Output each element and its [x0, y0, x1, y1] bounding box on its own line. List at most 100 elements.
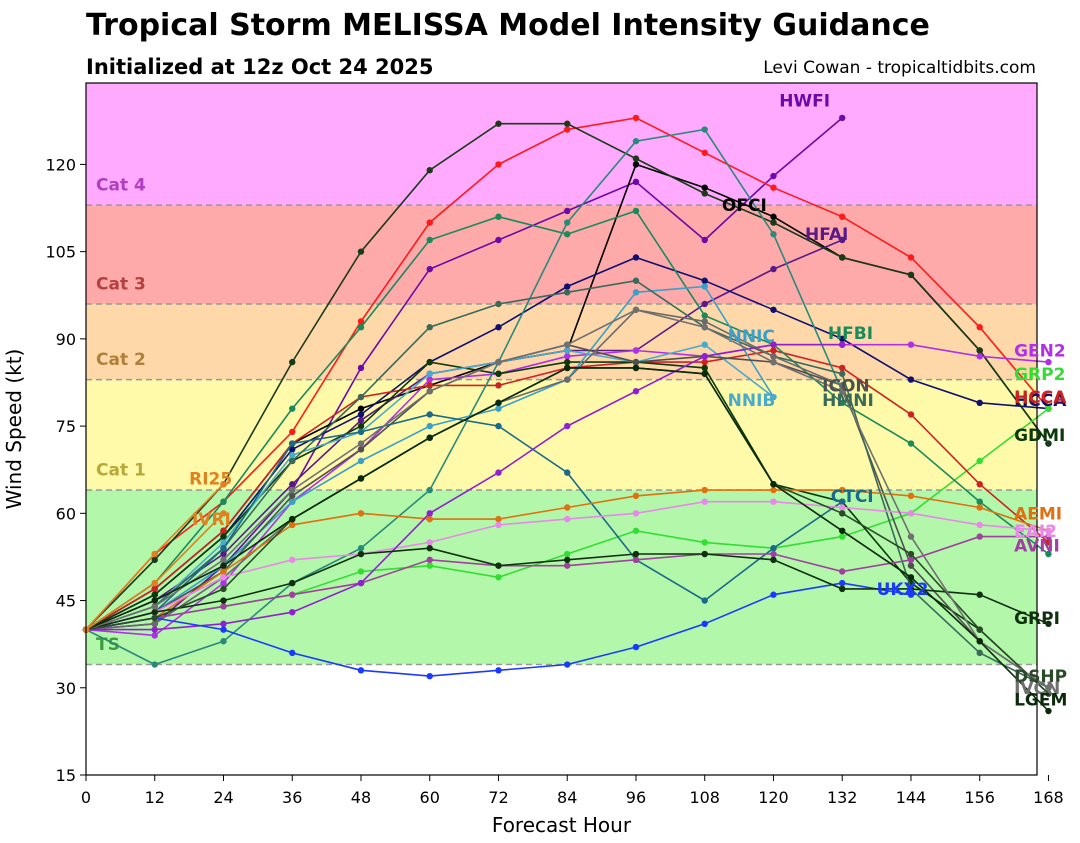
data-point — [426, 515, 433, 523]
data-point — [632, 306, 640, 313]
axes: 0 12 24 36 48 60 72 84 96 108 120 132 144 156 168 15 30 4… — [2, 82, 1064, 837]
data-point — [220, 539, 227, 546]
data-point — [426, 486, 433, 494]
data-point — [907, 562, 915, 569]
data-point — [976, 353, 983, 360]
data-point — [976, 649, 983, 657]
model-label-ri25: RI25 — [189, 469, 232, 489]
data-point — [426, 358, 433, 366]
data-point — [839, 382, 846, 389]
plot-frame — [85, 82, 1038, 776]
data-point — [632, 643, 640, 651]
data-point — [564, 422, 571, 430]
data-point — [632, 161, 640, 168]
data-point — [701, 597, 708, 604]
data-point — [770, 172, 777, 180]
data-point — [907, 341, 915, 348]
data-point — [357, 475, 365, 482]
model-label-hcca-red: HCCA — [1014, 388, 1067, 408]
data-point — [220, 638, 227, 645]
data-point — [976, 457, 983, 465]
data-point — [220, 579, 227, 587]
data-point — [357, 457, 365, 465]
data-point — [770, 556, 777, 564]
model-label-hcca: HCCA — [1014, 391, 1067, 411]
data-point — [907, 591, 915, 598]
x-tick-label: 36 — [282, 788, 302, 807]
data-point — [220, 510, 227, 517]
data-point — [907, 556, 915, 564]
x-tick-label: 60 — [420, 788, 440, 807]
data-point — [770, 545, 777, 552]
y-tick-label: 60 — [56, 504, 76, 523]
data-point — [907, 510, 915, 517]
data-point — [770, 341, 777, 348]
data-point — [289, 579, 296, 587]
data-point — [701, 550, 708, 558]
data-point — [357, 446, 365, 453]
series-dark1 — [82, 120, 1052, 633]
x-tick-label: 144 — [896, 788, 927, 807]
data-point — [632, 510, 640, 517]
data-point — [632, 137, 640, 145]
y-axis-label: Wind Speed (kt) — [2, 349, 26, 510]
band-label-cat-2: Cat 2 — [96, 350, 146, 370]
data-point — [770, 358, 777, 366]
data-point — [632, 155, 640, 162]
data-point — [907, 550, 915, 558]
data-point — [564, 219, 571, 226]
data-point — [770, 393, 777, 401]
data-point — [357, 568, 365, 575]
data-point — [289, 405, 296, 412]
model-label-ivri: IVRI — [192, 510, 231, 530]
data-point — [701, 283, 708, 290]
data-point — [151, 597, 158, 604]
data-point — [564, 515, 571, 523]
model-label-nnib: NNIB — [728, 391, 776, 411]
data-point — [1045, 527, 1052, 534]
data-point — [426, 388, 433, 395]
data-point — [357, 318, 365, 325]
model-label-icon: ICON — [822, 376, 869, 396]
data-point — [495, 236, 502, 244]
data-point — [701, 486, 708, 494]
data-point — [495, 382, 502, 389]
x-tick-label: 156 — [964, 788, 995, 807]
data-point — [151, 620, 158, 628]
data-point — [839, 579, 846, 587]
data-point — [426, 434, 433, 441]
data-point — [495, 300, 502, 308]
data-point — [976, 591, 983, 598]
data-point — [357, 422, 365, 430]
data-point — [564, 661, 571, 668]
data-point — [701, 364, 708, 372]
data-point — [220, 527, 227, 534]
data-point — [495, 399, 502, 407]
data-point — [357, 411, 365, 418]
data-point — [357, 550, 365, 558]
data-point — [495, 574, 502, 581]
data-point — [701, 184, 708, 191]
data-point — [770, 230, 777, 238]
model-label-lgem: LGEM — [1014, 690, 1067, 710]
model-label-ofci: OFCI — [722, 196, 767, 216]
data-point — [907, 271, 915, 279]
data-point — [907, 254, 915, 261]
data-point — [220, 603, 227, 610]
data-point — [151, 591, 158, 598]
data-point — [839, 335, 846, 343]
data-point — [564, 353, 571, 360]
data-point — [976, 481, 983, 488]
data-point — [220, 481, 227, 488]
data-point — [289, 440, 296, 447]
data-point — [1045, 620, 1052, 628]
data-point — [495, 161, 502, 168]
labels-layer: HWFIOFCIHFAIHCCAGEN2GRP2HCCAGDMIHFBINNIC… — [189, 91, 1067, 710]
data-point — [289, 428, 296, 436]
data-point — [564, 469, 571, 476]
data-point — [564, 126, 571, 133]
data-point — [357, 248, 365, 255]
data-point — [357, 364, 365, 372]
data-point — [701, 277, 708, 284]
